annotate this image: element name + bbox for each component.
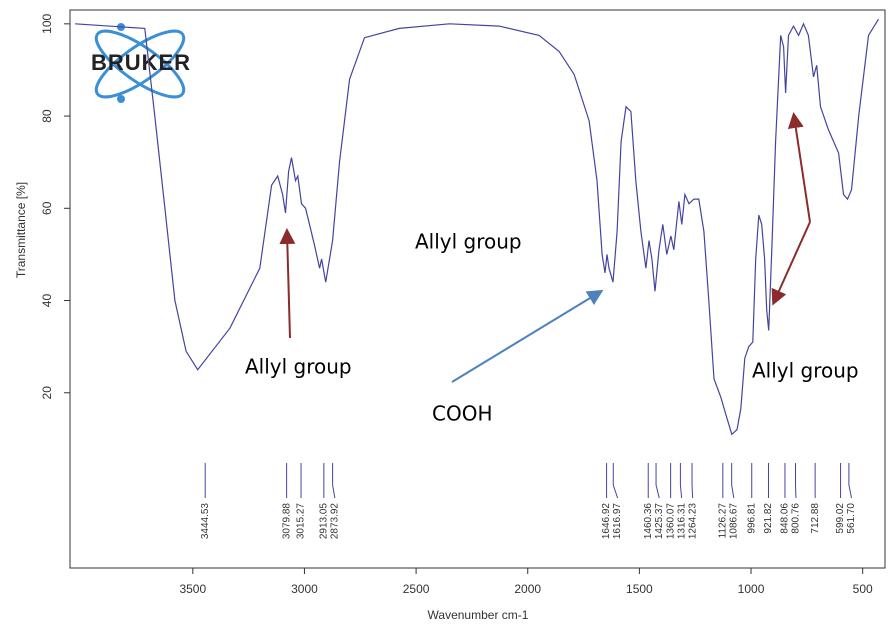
peak-marker — [332, 463, 336, 499]
peak-label: 1425.37 — [654, 503, 665, 540]
peak-label: 1460.36 — [643, 503, 654, 540]
peak-marker — [731, 463, 735, 499]
annotation: Allyl group — [245, 355, 352, 379]
y-tick-label: 40 — [40, 294, 54, 308]
peak-label: 2913.05 — [319, 503, 330, 540]
logo-text: BRUKER — [91, 50, 191, 75]
x-tick-label: 3500 — [179, 582, 206, 596]
x-tick-label: 1500 — [626, 582, 653, 596]
peak-label: 3444.53 — [200, 503, 211, 540]
peak-label: 996.81 — [746, 503, 757, 534]
y-tick-label: 20 — [40, 386, 54, 400]
annotation: COOH — [432, 402, 493, 426]
peak-label: 1086.67 — [728, 503, 739, 540]
peak-label: 561.70 — [846, 503, 857, 534]
arrows — [279, 112, 811, 383]
y-tick-label: 60 — [40, 201, 54, 215]
peak-marker — [679, 463, 683, 499]
peak-label: 599.02 — [835, 503, 846, 534]
peak-marker — [848, 463, 853, 499]
peak-label: 3079.88 — [281, 503, 292, 540]
peak-label: 2873.92 — [330, 503, 341, 540]
plot-frame — [69, 9, 886, 569]
peak-label: 921.82 — [763, 503, 774, 534]
logo: BRUKER — [91, 23, 191, 103]
peak-label: 1616.97 — [612, 503, 623, 540]
peak-label: 848.06 — [780, 503, 791, 534]
peak-label: 1316.31 — [676, 503, 687, 540]
peak-marker — [691, 463, 694, 499]
peak-label: 1264.23 — [687, 503, 698, 540]
peak-label: 1126.27 — [717, 503, 728, 539]
spectrum-line — [75, 18, 880, 436]
x-axis-title: Wavenumber cm-1 — [428, 608, 529, 622]
peak-marker — [655, 463, 660, 499]
y-axis-title: Transmittance [%] — [14, 182, 28, 278]
x-tick-label: 3000 — [291, 582, 318, 596]
peak-label: 1360.07 — [665, 503, 676, 540]
annotation: Allyl group — [752, 359, 859, 383]
annotation: Allyl group — [415, 230, 522, 254]
peak-label: 1646.92 — [601, 503, 612, 540]
x-tick-label: 2500 — [403, 582, 430, 596]
x-tick-label: 500 — [853, 582, 873, 596]
x-tick-label: 1000 — [738, 582, 765, 596]
peak-label: 712.88 — [810, 503, 821, 534]
peak-label: 3015.27 — [296, 503, 307, 540]
peak-label: 800.76 — [791, 503, 802, 534]
x-tick-label: 2000 — [514, 582, 541, 596]
peak-marker — [612, 463, 619, 499]
y-tick-label: 80 — [40, 109, 54, 123]
y-tick-label: 100 — [40, 14, 54, 34]
